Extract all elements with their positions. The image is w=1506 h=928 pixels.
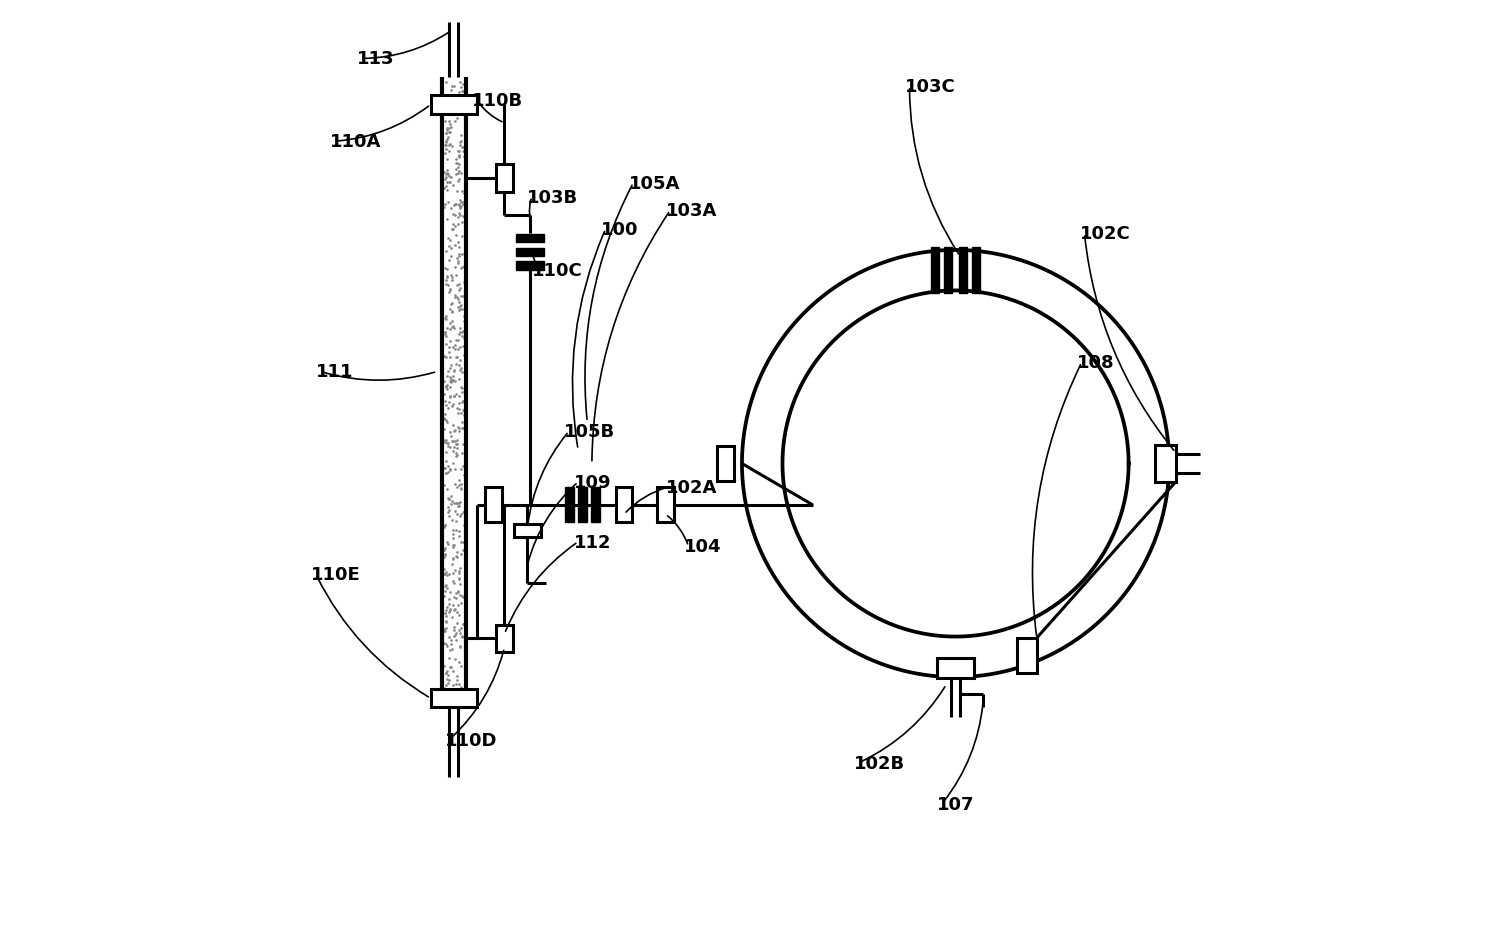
Bar — [590, 488, 601, 522]
Bar — [944, 248, 952, 294]
Text: 110E: 110E — [312, 565, 361, 584]
Bar — [959, 248, 967, 294]
Bar — [495, 165, 512, 193]
Text: 108: 108 — [1077, 354, 1114, 372]
Bar — [657, 488, 673, 522]
Bar — [431, 97, 477, 114]
Bar — [517, 235, 544, 243]
Bar — [517, 262, 544, 270]
Bar — [565, 488, 574, 522]
Bar — [616, 488, 633, 522]
Bar — [495, 625, 512, 652]
Text: 102A: 102A — [666, 478, 717, 496]
Text: 113: 113 — [357, 50, 395, 69]
Bar — [1017, 638, 1036, 673]
Text: 105B: 105B — [565, 423, 616, 441]
Text: 103C: 103C — [905, 78, 956, 96]
Text: 109: 109 — [574, 473, 611, 492]
Text: 110C: 110C — [532, 262, 583, 280]
Text: 100: 100 — [601, 221, 639, 238]
Bar — [514, 524, 541, 537]
Bar — [485, 488, 501, 522]
Text: 105A: 105A — [628, 174, 681, 192]
Bar — [717, 446, 733, 482]
Text: 110A: 110A — [330, 133, 381, 151]
Text: 103A: 103A — [666, 202, 717, 220]
Text: 104: 104 — [684, 538, 721, 556]
Bar — [971, 248, 980, 294]
Text: 110D: 110D — [444, 731, 497, 749]
Bar — [937, 658, 974, 678]
Text: 102B: 102B — [854, 754, 905, 772]
Text: 110B: 110B — [473, 92, 523, 110]
Text: 111: 111 — [316, 363, 354, 381]
Bar — [517, 249, 544, 257]
Bar — [431, 690, 477, 708]
Text: 112: 112 — [574, 534, 611, 551]
Bar — [931, 248, 940, 294]
Text: 102C: 102C — [1080, 226, 1131, 243]
Text: 107: 107 — [937, 795, 974, 813]
Bar — [1155, 445, 1176, 483]
Text: 103B: 103B — [527, 188, 578, 206]
Bar — [578, 488, 587, 522]
